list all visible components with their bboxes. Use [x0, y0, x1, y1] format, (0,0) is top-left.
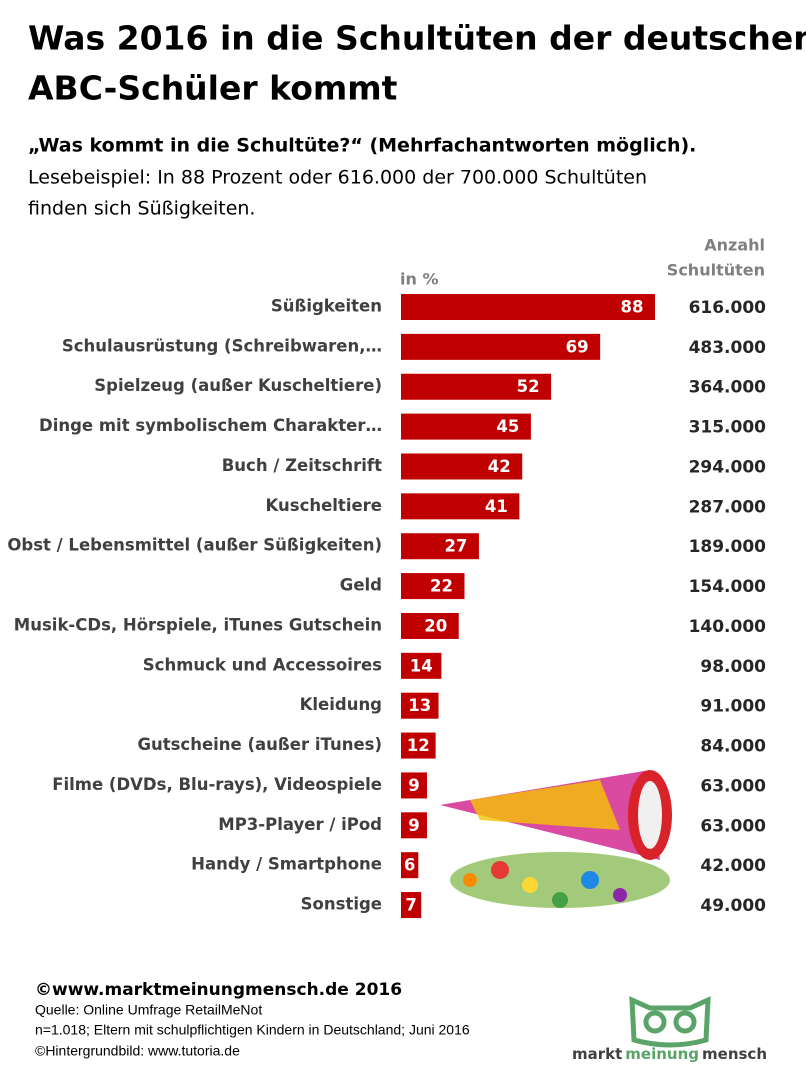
count-label: 63.000 [700, 816, 766, 836]
value-label: 45 [496, 417, 519, 436]
category-label: Sonstige [301, 895, 382, 914]
category-label: Filme (DVDs, Blu-rays), Videospiele [52, 775, 382, 794]
category-label: Schulausrüstung (Schreibwaren,… [62, 336, 382, 355]
value-label: 12 [407, 736, 430, 755]
value-label: 13 [408, 696, 431, 715]
value-label: 52 [517, 377, 540, 396]
count-label: 98.000 [700, 657, 766, 677]
count-label: 63.000 [700, 776, 766, 796]
count-header: Schultüten [667, 261, 765, 280]
category-label: Dinge mit symbolischem Charakter… [39, 416, 382, 435]
bar [401, 692, 439, 719]
logo-part: mensch [702, 1045, 767, 1063]
category-label: Kuscheltiere [266, 496, 383, 515]
count-label: 84.000 [700, 737, 766, 757]
count-label: 315.000 [689, 418, 767, 438]
bar [401, 732, 436, 759]
bar [401, 333, 601, 360]
copyright: ©www.marktmeinungmensch.de 2016 [35, 980, 402, 1000]
axis-label: in % [400, 270, 438, 289]
bar [401, 533, 479, 560]
category-label: Schmuck und Accessoires [143, 655, 382, 674]
value-label: 69 [566, 337, 589, 356]
category-label: Spielzeug (außer Kuscheltiere) [94, 376, 382, 395]
category-label: MP3-Player / iPod [218, 815, 382, 834]
bar [401, 892, 422, 919]
subtitle: „Was kommt in die Schultüte?“ (Mehrfacha… [28, 135, 696, 157]
bar [401, 573, 465, 600]
bar [401, 493, 520, 520]
chart-title: ABC-Schüler kommt [28, 69, 398, 108]
bar [401, 294, 655, 320]
category-label: Buch / Zeitschrift [222, 456, 382, 475]
category-label: Musik-CDs, Hörspiele, iTunes Gutschein [14, 615, 382, 634]
value-label: 42 [488, 457, 511, 476]
value-label: 7 [405, 896, 416, 915]
bar [401, 612, 459, 639]
logo-owl [629, 996, 711, 1048]
value-label: 20 [424, 616, 447, 635]
bar [401, 453, 523, 480]
bar [401, 652, 442, 679]
bar [401, 812, 427, 839]
value-label: 9 [408, 816, 419, 835]
value-label: 22 [430, 577, 453, 596]
bar [401, 852, 419, 879]
category-label: Geld [340, 576, 382, 595]
value-label: 27 [444, 537, 467, 556]
source: n=1.018; Eltern mit schulpflichtigen Kin… [35, 1022, 470, 1038]
illustration [440, 770, 672, 908]
category-label: Handy / Smartphone [191, 855, 382, 874]
category-label: Obst / Lebensmittel (außer Süßigkeiten) [7, 536, 382, 555]
count-label: 189.000 [689, 537, 767, 557]
count-label: 91.000 [700, 697, 766, 717]
category-label: Gutscheine (außer iTunes) [137, 735, 382, 754]
logo: markt meinung mensch [572, 1045, 767, 1063]
count-label: 154.000 [689, 577, 767, 597]
count-label: 616.000 [689, 298, 767, 318]
count-label: 364.000 [689, 378, 767, 398]
count-label: 49.000 [700, 896, 766, 916]
logo-part: markt [572, 1045, 622, 1063]
count-label: 140.000 [689, 617, 767, 637]
count-header: Anzahl [704, 236, 765, 255]
value-label: 6 [404, 856, 415, 875]
value-label: 14 [410, 656, 433, 675]
bar [401, 772, 427, 799]
count-label: 294.000 [689, 457, 767, 477]
count-label: 287.000 [689, 497, 767, 517]
count-label: 483.000 [689, 338, 767, 358]
logo-part: meinung [625, 1045, 699, 1063]
chart-title: Was 2016 in die Schultüten der deutschen [28, 19, 806, 58]
value-label: 88 [621, 298, 644, 317]
bar [401, 413, 531, 440]
category-label: Kleidung [300, 695, 382, 714]
source: ©Hintergrundbild: www.tutoria.de [35, 1043, 240, 1059]
source: Quelle: Online Umfrage RetailMeNot [35, 1002, 262, 1018]
count-label: 42.000 [700, 856, 766, 876]
note: Lesebeispiel: In 88 Prozent oder 616.000… [28, 167, 647, 189]
note: finden sich Süßigkeiten. [28, 198, 255, 220]
value-label: 41 [485, 497, 508, 516]
category-label: Süßigkeiten [271, 297, 382, 316]
value-label: 9 [408, 776, 419, 795]
bar [401, 373, 552, 400]
